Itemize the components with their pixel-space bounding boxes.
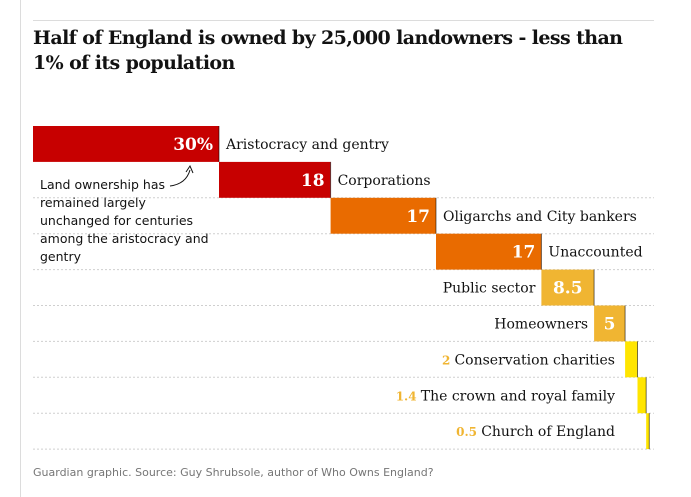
top-divider <box>33 20 654 21</box>
value-label: 17 <box>512 243 536 263</box>
category-label: 0.5 Church of England <box>456 424 615 440</box>
bar <box>625 341 638 378</box>
chart-title: Half of England is owned by 25,000 lando… <box>33 27 623 74</box>
category-label: Unaccounted <box>548 245 642 261</box>
category-label: Oligarchs and City bankers <box>443 209 637 225</box>
value-label: 17 <box>406 207 430 227</box>
category-label: Corporations <box>338 173 431 189</box>
bar <box>541 269 595 306</box>
category-label: Aristocracy and gentry <box>225 137 389 153</box>
value-label: 5 <box>604 314 616 334</box>
left-border <box>20 0 21 497</box>
category-label: Public sector <box>443 281 536 297</box>
category-label: 1.4 The crown and royal family <box>396 388 615 404</box>
bar <box>330 197 436 234</box>
value-label: 2 <box>442 353 455 367</box>
bar <box>594 305 626 342</box>
annotation: Land ownership has remained largely unch… <box>40 177 209 264</box>
category-name: The crown and royal family <box>421 388 615 404</box>
bar <box>637 377 647 414</box>
category-name: Church of England <box>481 424 615 440</box>
source-note: Guardian graphic. Source: Guy Shrubsole,… <box>33 466 434 479</box>
bar <box>436 233 542 270</box>
value-label: 0.5 <box>456 425 481 439</box>
arrow-head-icon <box>185 164 194 174</box>
annotation-arrow <box>169 169 191 187</box>
bar <box>646 413 650 450</box>
value-label: 18 <box>301 171 325 191</box>
category-name: Conservation charities <box>454 352 615 368</box>
category-label: 2 Conservation charities <box>442 352 615 368</box>
bar <box>219 161 331 198</box>
value-label: 30% <box>173 135 213 155</box>
category-label: Homeowners <box>494 316 588 332</box>
bar <box>33 126 219 162</box>
value-label: 1.4 <box>396 389 421 403</box>
value-label: 8.5 <box>553 279 583 299</box>
